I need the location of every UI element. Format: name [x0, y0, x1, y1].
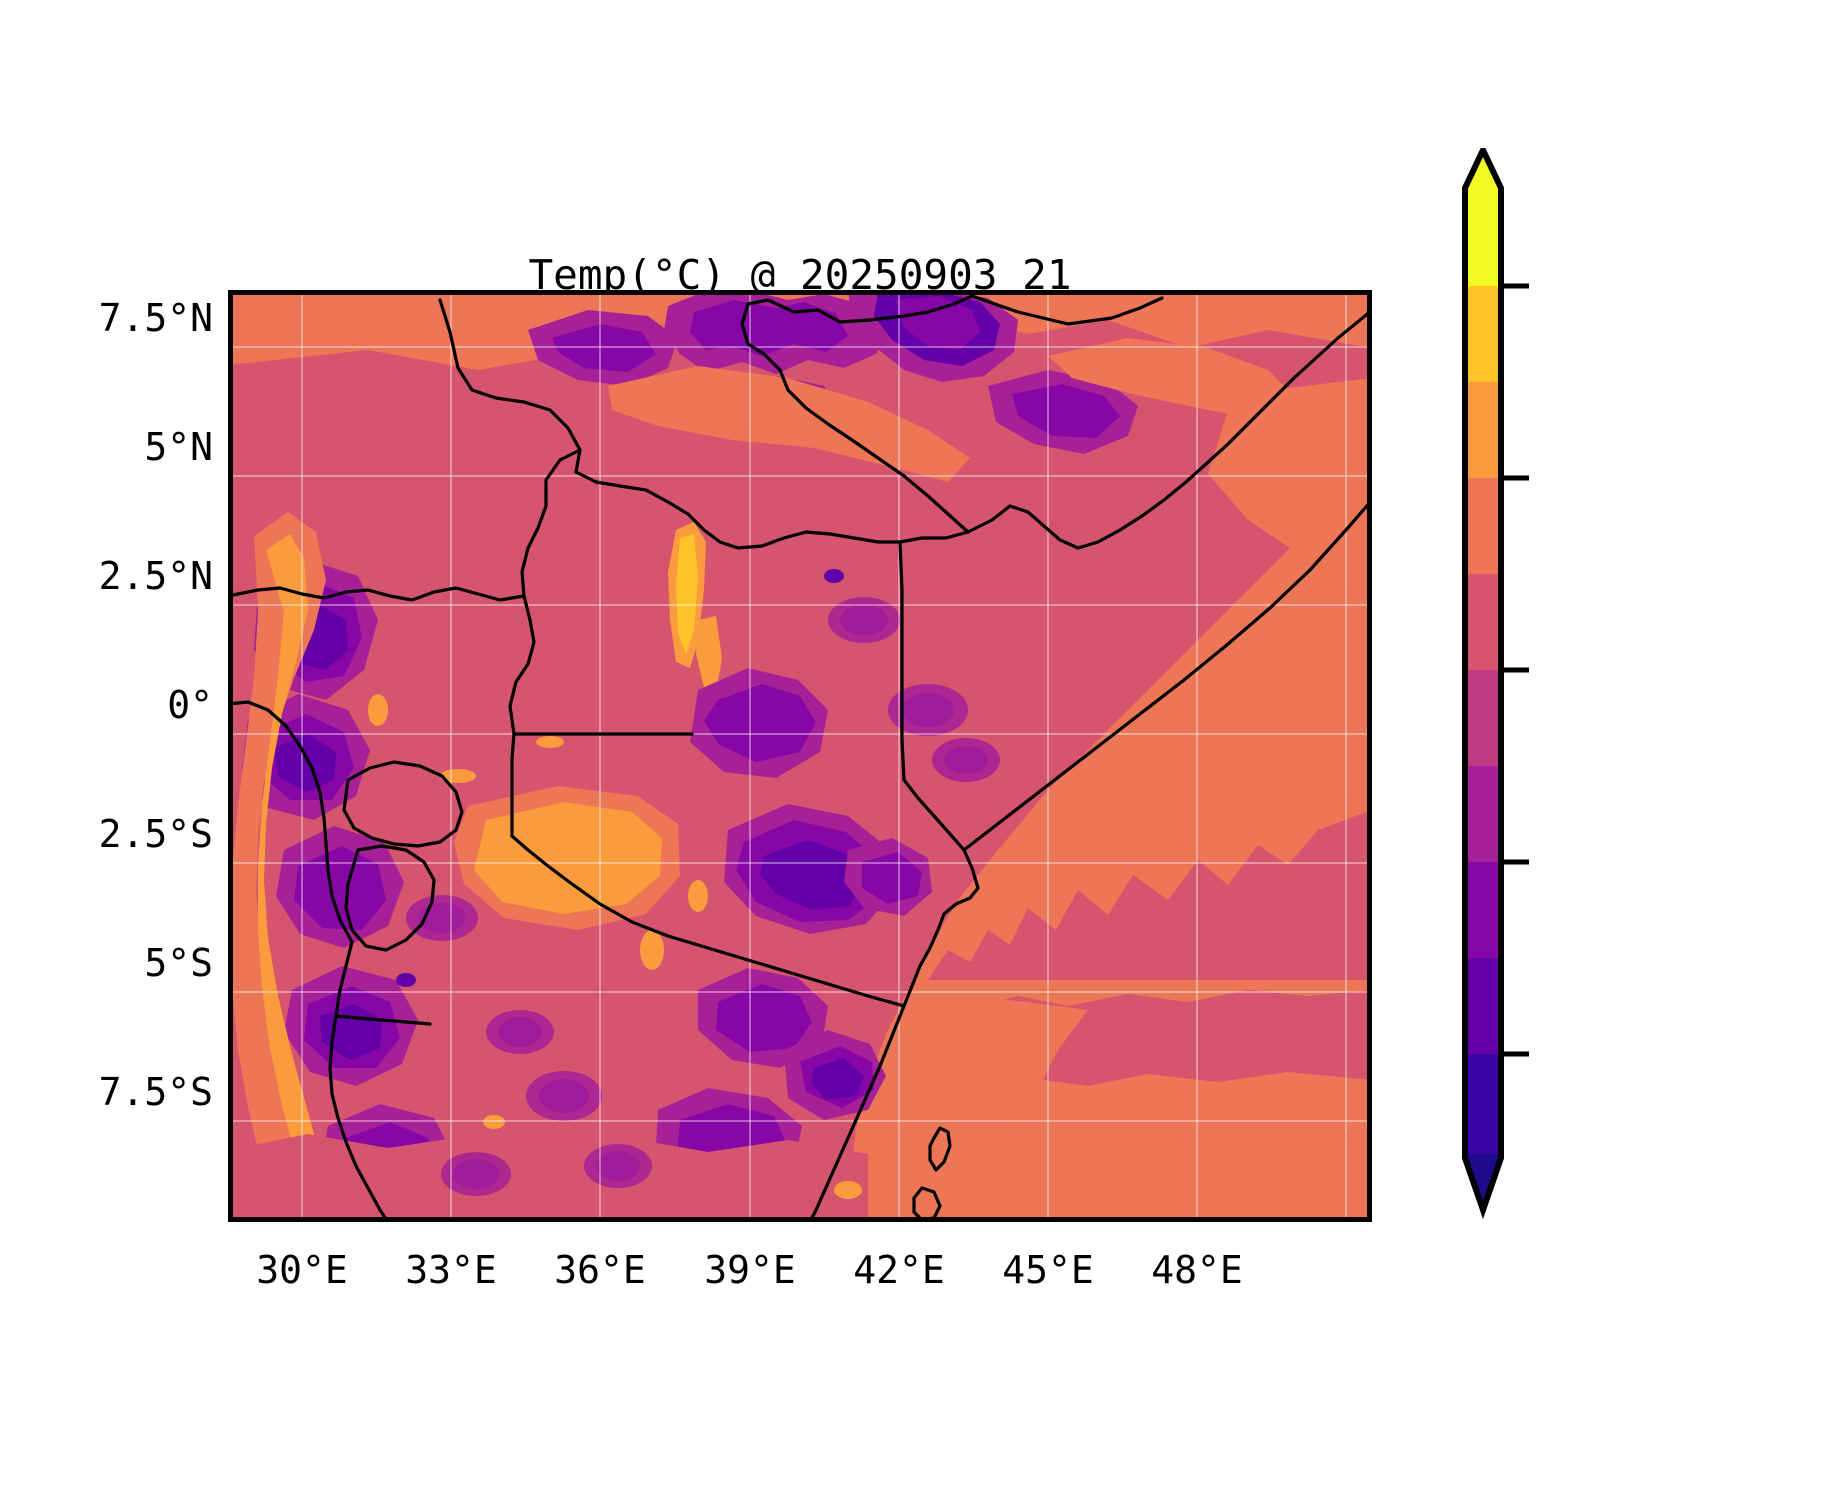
xtick-label-0: 30°E	[256, 1248, 348, 1292]
temperature-contour-field	[228, 290, 1372, 1222]
ytick-label-2: 2.5°N	[98, 554, 213, 598]
map-panel[interactable]	[228, 290, 1372, 1222]
colorbar-ticks	[1501, 283, 1529, 1057]
ytick-label-5: 5°S	[144, 941, 213, 985]
ytick-label-4: 2.5°S	[98, 812, 213, 856]
xtick-label-1: 33°E	[405, 1248, 497, 1292]
map-gridlines	[228, 290, 1372, 1222]
colorbar[interactable]: 40 30 20 10 0	[1455, 148, 1795, 1288]
map-canvas	[228, 290, 1372, 1222]
xtick-label-3: 39°E	[704, 1248, 796, 1292]
ytick-label-6: 7.5°S	[98, 1070, 213, 1114]
ytick-label-0: 7.5°N	[98, 296, 213, 340]
xtick-label-6: 48°E	[1151, 1248, 1243, 1292]
xtick-label-5: 45°E	[1002, 1248, 1094, 1292]
xtick-label-4: 42°E	[853, 1248, 945, 1292]
map-frame	[228, 290, 1372, 1222]
ytick-label-3: 0°	[167, 683, 213, 727]
ytick-label-1: 5°N	[144, 425, 213, 469]
coastlines-and-borders	[228, 294, 1372, 1222]
xtick-label-2: 36°E	[554, 1248, 646, 1292]
colorbar-outline	[1462, 148, 1504, 1220]
colorbar-graphic	[1462, 148, 1529, 1220]
